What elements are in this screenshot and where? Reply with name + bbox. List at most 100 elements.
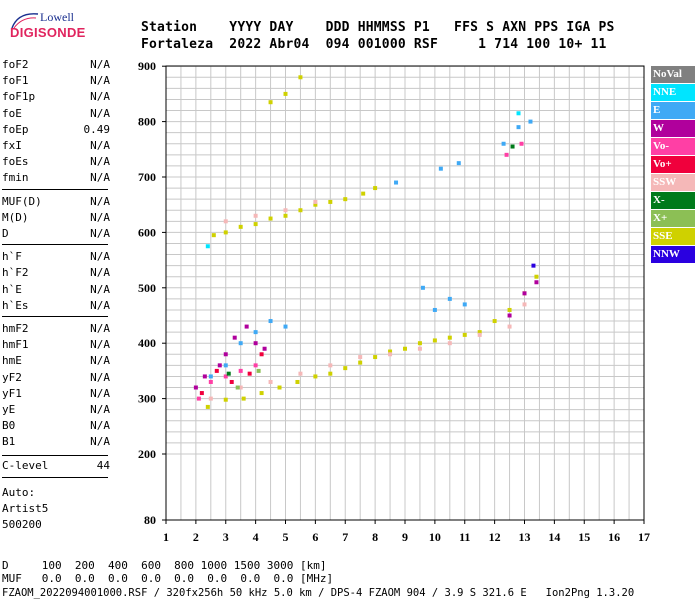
data-point-sse [358,360,363,365]
data-point-sse [432,338,437,343]
x-tick-label: 8 [372,530,378,544]
data-point-sse [313,202,318,207]
parameter-row: yF1 N/A [2,386,110,402]
data-point-sse [295,379,300,384]
legend-item-noval: NoVal [651,66,695,83]
data-point-w [244,324,249,329]
data-point-e [447,296,452,301]
data-point-x- [235,385,240,390]
data-point-w [217,363,222,368]
parameter-name: foF1 [2,74,29,88]
data-point-vo- [196,396,201,401]
data-point-ssw [283,208,288,213]
x-tick-label: 15 [578,530,590,544]
legend: NoVal NNE E W Vo- Vo+ SSW X- X+ SSE NNW [651,66,695,264]
parameter-value: N/A [90,250,110,264]
parameter-value: N/A [90,90,110,104]
data-point-nnw [531,263,536,268]
distance-row: D 100 200 400 600 800 1000 1500 3000 [km… [2,559,327,572]
data-point-e [283,324,288,329]
data-point-sse [492,319,497,324]
data-point-sse [253,222,258,227]
data-point-sse [447,335,452,340]
header-line-labels: Station YYYY DAY DDD HHMMSS P1 FFS S AXN… [141,20,615,35]
data-point-w [193,385,198,390]
x-axis-ticks: 1 2 3 4 5 6 7 8 9 10 11 12 13 14 15 16 17 [163,520,650,544]
data-point-ssw [522,302,527,307]
data-point-sse [361,191,366,196]
data-point-sse [298,75,303,80]
data-point-sse [283,91,288,96]
parameter-name: h`E [2,282,22,296]
x-tick-label: 14 [548,530,560,544]
parameter-name: yF2 [2,370,22,384]
auto-program: Artist5 [2,502,49,515]
data-point-e [456,161,461,166]
data-point-ssw [417,346,422,351]
data-point-sse [373,355,378,360]
data-point-ssw [447,341,452,346]
parameter-row: yE N/A [2,402,110,418]
parameter-value: N/A [90,435,110,449]
parameter-name: MUF(D) [2,194,42,208]
data-point-vo- [208,379,213,384]
data-point-sse [313,374,318,379]
parameter-name: foF1p [2,90,36,104]
parameter-name: hmF2 [2,322,29,335]
parameter-name: D [2,227,9,240]
data-point-e [528,119,533,124]
data-point-ssw [328,363,333,368]
data-point-x- [226,371,231,376]
parameter-name: foF2 [2,58,29,71]
data-point-sse [241,396,246,401]
data-point-ssw [223,219,228,224]
data-point-w [253,341,258,346]
data-point-ssw [208,396,213,401]
parameter-name: yF1 [2,386,22,400]
x-tick-label: 10 [429,530,441,544]
parameter-separator [2,477,108,478]
data-point-sse [507,307,512,312]
y-tick-label: 500 [138,281,156,295]
parameter-value: N/A [90,354,110,368]
data-point-sse [238,224,243,229]
parameter-value: N/A [90,298,110,312]
auto-label: Auto: [2,486,36,499]
y-tick-label: 900 [138,59,156,73]
parameter-name: h`F [2,250,22,264]
data-point-vo- [519,141,524,146]
parameter-name: B1 [2,435,16,449]
legend-item-x-: X+ [651,210,695,227]
data-point-vo- [214,368,219,373]
data-point-sse [403,346,407,351]
data-point-vo- [504,152,509,157]
data-point-e [238,341,243,346]
data-point-sse [328,199,333,204]
parameter-row: foF2 N/A [2,57,110,73]
parameter-value: N/A [90,419,110,433]
parameter-row: MUF(D) N/A [2,194,110,210]
data-point-sse [277,385,282,390]
y-tick-label: 400 [138,336,156,350]
lowell-digisonde-logo: Lowell DIGISONDE [6,8,85,44]
data-point-ssw [238,385,243,390]
parameter-name: foEp [2,122,29,136]
data-point-e [432,307,437,312]
parameter-row: h`F N/A [2,249,110,265]
data-point-vo- [247,371,252,376]
data-point-ssw [477,332,482,337]
parameter-name: hmE [2,354,22,368]
x-tick-label: 9 [402,530,408,544]
plot-data-points [193,75,539,409]
parameter-row: B0 N/A [2,418,110,434]
clevel-value: 44 [96,459,110,472]
y-axis-ticks: 80 200 300 400 500 600 700 800 900 [138,59,166,527]
data-point-vo- [259,352,264,357]
data-point-sse [534,274,539,279]
legend-item-w: W [651,120,695,137]
parameter-name: hmF1 [2,338,29,352]
data-point-sse [268,100,273,105]
parameter-value: N/A [90,386,110,400]
x-tick-label: 3 [223,530,229,544]
